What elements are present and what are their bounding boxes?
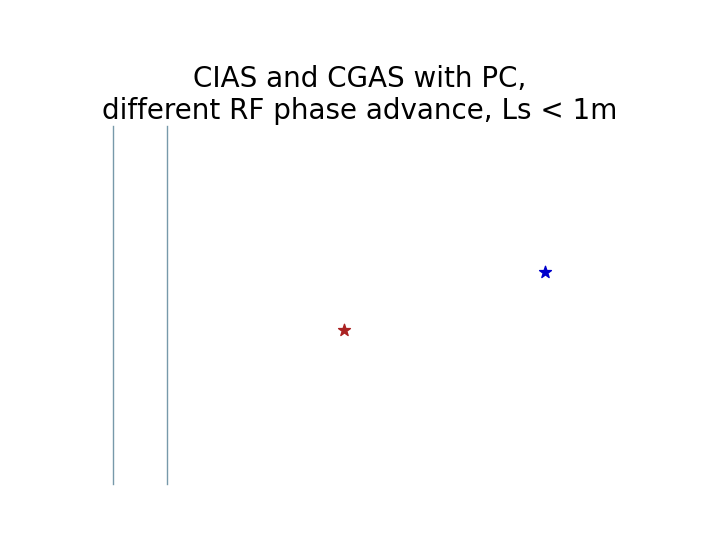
- Point: [539, 267, 551, 276]
- Text: CIAS and CGAS with PC,
different RF phase advance, Ls < 1m: CIAS and CGAS with PC, different RF phas…: [102, 65, 618, 125]
- Point: [338, 326, 350, 334]
